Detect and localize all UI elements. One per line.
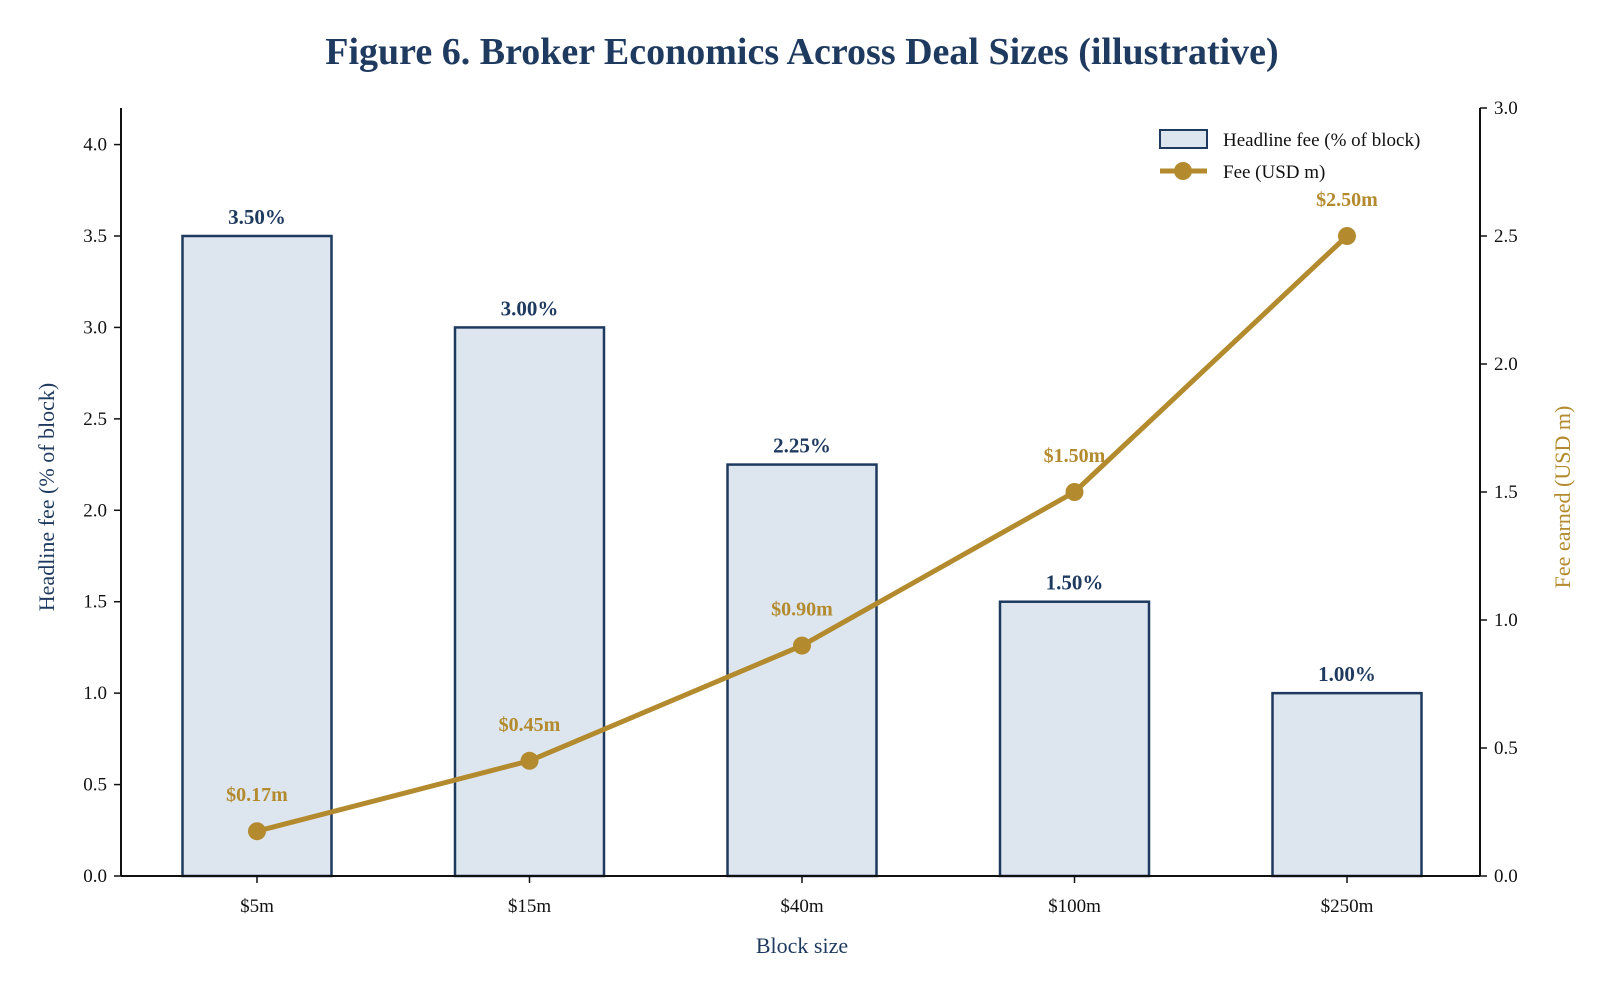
- y-tick-label: 2.0: [83, 500, 107, 521]
- y2-tick-label: 1.5: [1494, 482, 1518, 503]
- fee-point: [248, 822, 266, 841]
- fee-point: [793, 636, 811, 655]
- fee-point: [1338, 227, 1356, 245]
- y2-tick-label: 2.5: [1494, 226, 1518, 247]
- bar-value-label: 1.50%: [1046, 571, 1104, 595]
- y2-tick-label: 0.0: [1494, 866, 1518, 887]
- fee-point-label: $0.45m: [499, 714, 561, 736]
- bar: [726, 463, 878, 878]
- bar: [181, 234, 333, 878]
- x-tick-label: $5m: [240, 896, 274, 917]
- x-tick-label: $100m: [1048, 896, 1101, 917]
- x-tick-label: $250m: [1321, 896, 1374, 917]
- fee-point: [520, 751, 539, 770]
- bars-layer: 3.50% 3.00% 2.25% 1.50% 1.00%: [181, 205, 1423, 878]
- fee-point-label: $2.50m: [1316, 189, 1378, 211]
- y2-tick-label: 2.0: [1494, 354, 1518, 375]
- legend: Headline fee (% of block) Fee (USD m): [1159, 129, 1420, 183]
- bar: [453, 326, 606, 878]
- fee-point: [1065, 483, 1084, 501]
- legend-line-label: Fee (USD m): [1223, 162, 1325, 183]
- y-tick-label: 4.0: [83, 135, 107, 156]
- chart-title: Figure 6. Broker Economics Across Deal S…: [325, 31, 1278, 73]
- y-tick-label: 1.5: [83, 592, 107, 613]
- x-tick-label: $15m: [508, 896, 552, 917]
- y-tick-label: 3.5: [83, 226, 107, 247]
- legend-bar-label: Headline fee (% of block): [1223, 130, 1420, 151]
- bar: [998, 600, 1151, 878]
- x-tick-label: $40m: [780, 896, 824, 917]
- fee-point-label: $0.90m: [771, 599, 833, 621]
- fee-point-label: $1.50m: [1044, 445, 1106, 467]
- bar-value-label: 3.00%: [501, 296, 559, 320]
- y-tick-label: 0.0: [83, 866, 107, 887]
- bar-value-label: 2.25%: [773, 434, 831, 458]
- y-tick-label: 3.0: [83, 317, 107, 338]
- y2-tick-label: 0.5: [1494, 738, 1518, 759]
- x-axis-label: Block size: [756, 933, 848, 958]
- y-tick-label: 2.5: [83, 409, 107, 430]
- y2-tick-label: 3.0: [1494, 98, 1518, 119]
- legend-bar-swatch: [1159, 129, 1208, 149]
- axes-layer: 0.0 0.5 1.0 1.5 2.0 2.5 3.0 3.5 4.0 0.0 0.5 1.0 1.5 2…: [83, 98, 1518, 917]
- y-tick-label: 1.0: [83, 683, 107, 704]
- y-tick-label: 0.5: [83, 775, 107, 796]
- bar-value-label: 3.50%: [228, 205, 286, 229]
- line-layer: $0.17m $0.45m $0.90m $1.50m $2.50m: [226, 189, 1378, 841]
- legend-line-marker: [1174, 162, 1192, 180]
- y-axis-label: Headline fee (% of block): [34, 383, 59, 611]
- bar: [1271, 691, 1423, 878]
- y2-axis-label: Fee earned (USD m): [1550, 406, 1575, 589]
- y2-tick-label: 1.0: [1494, 610, 1518, 631]
- fee-point-label: $0.17m: [226, 784, 288, 806]
- bar-value-label: 1.00%: [1318, 662, 1376, 686]
